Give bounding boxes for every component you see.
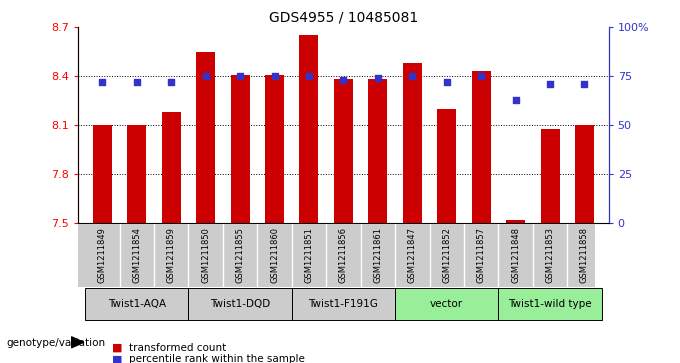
Bar <box>472 71 491 223</box>
Text: GSM1211850: GSM1211850 <box>201 227 210 283</box>
Bar <box>369 79 388 223</box>
Polygon shape <box>71 337 84 348</box>
Text: GSM1211854: GSM1211854 <box>132 227 141 283</box>
Bar <box>541 129 560 223</box>
Text: GSM1211851: GSM1211851 <box>305 227 313 283</box>
Bar <box>334 79 353 223</box>
Bar <box>498 289 602 319</box>
Point <box>545 81 556 87</box>
Text: Twist1-wild type: Twist1-wild type <box>508 299 592 309</box>
Text: GSM1211848: GSM1211848 <box>511 227 520 283</box>
Point <box>131 79 142 85</box>
Text: GSM1211861: GSM1211861 <box>373 227 382 283</box>
Point <box>166 79 177 85</box>
Text: GSM1211857: GSM1211857 <box>477 227 486 283</box>
Bar <box>292 289 395 319</box>
Point <box>510 97 521 103</box>
Point <box>97 79 107 85</box>
Text: transformed count: transformed count <box>129 343 226 353</box>
Title: GDS4955 / 10485081: GDS4955 / 10485081 <box>269 11 418 25</box>
Text: ■: ■ <box>112 343 122 353</box>
Bar <box>231 74 250 223</box>
Text: GSM1211847: GSM1211847 <box>408 227 417 283</box>
Text: vector: vector <box>430 299 463 309</box>
Bar <box>188 289 292 319</box>
Bar <box>265 74 284 223</box>
Text: GSM1211852: GSM1211852 <box>442 227 452 283</box>
Bar <box>127 125 146 223</box>
Text: GSM1211860: GSM1211860 <box>270 227 279 283</box>
Text: GSM1211856: GSM1211856 <box>339 227 348 283</box>
Point <box>235 73 245 79</box>
Text: ■: ■ <box>112 354 122 363</box>
Point <box>303 73 314 79</box>
Bar <box>196 52 215 223</box>
Text: percentile rank within the sample: percentile rank within the sample <box>129 354 305 363</box>
Point <box>476 73 487 79</box>
Text: GSM1211855: GSM1211855 <box>235 227 245 283</box>
Bar <box>93 125 112 223</box>
Bar <box>395 289 498 319</box>
Text: Twist1-F191G: Twist1-F191G <box>309 299 378 309</box>
Point <box>269 73 280 79</box>
Bar <box>403 63 422 223</box>
Bar <box>162 112 181 223</box>
Text: GSM1211853: GSM1211853 <box>545 227 555 283</box>
Text: genotype/variation: genotype/variation <box>7 338 106 348</box>
Bar <box>506 220 525 223</box>
Point <box>441 79 452 85</box>
Text: GSM1211849: GSM1211849 <box>98 227 107 283</box>
Text: Twist1-DQD: Twist1-DQD <box>210 299 270 309</box>
Point <box>373 75 384 81</box>
Point <box>407 73 418 79</box>
Point <box>338 77 349 83</box>
Text: GSM1211859: GSM1211859 <box>167 227 175 283</box>
Point <box>200 73 211 79</box>
Bar <box>437 109 456 223</box>
Text: GSM1211858: GSM1211858 <box>580 227 589 283</box>
Text: Twist1-AQA: Twist1-AQA <box>107 299 166 309</box>
Point <box>579 81 590 87</box>
Bar <box>299 35 318 223</box>
Bar <box>85 289 188 319</box>
Bar <box>575 125 594 223</box>
